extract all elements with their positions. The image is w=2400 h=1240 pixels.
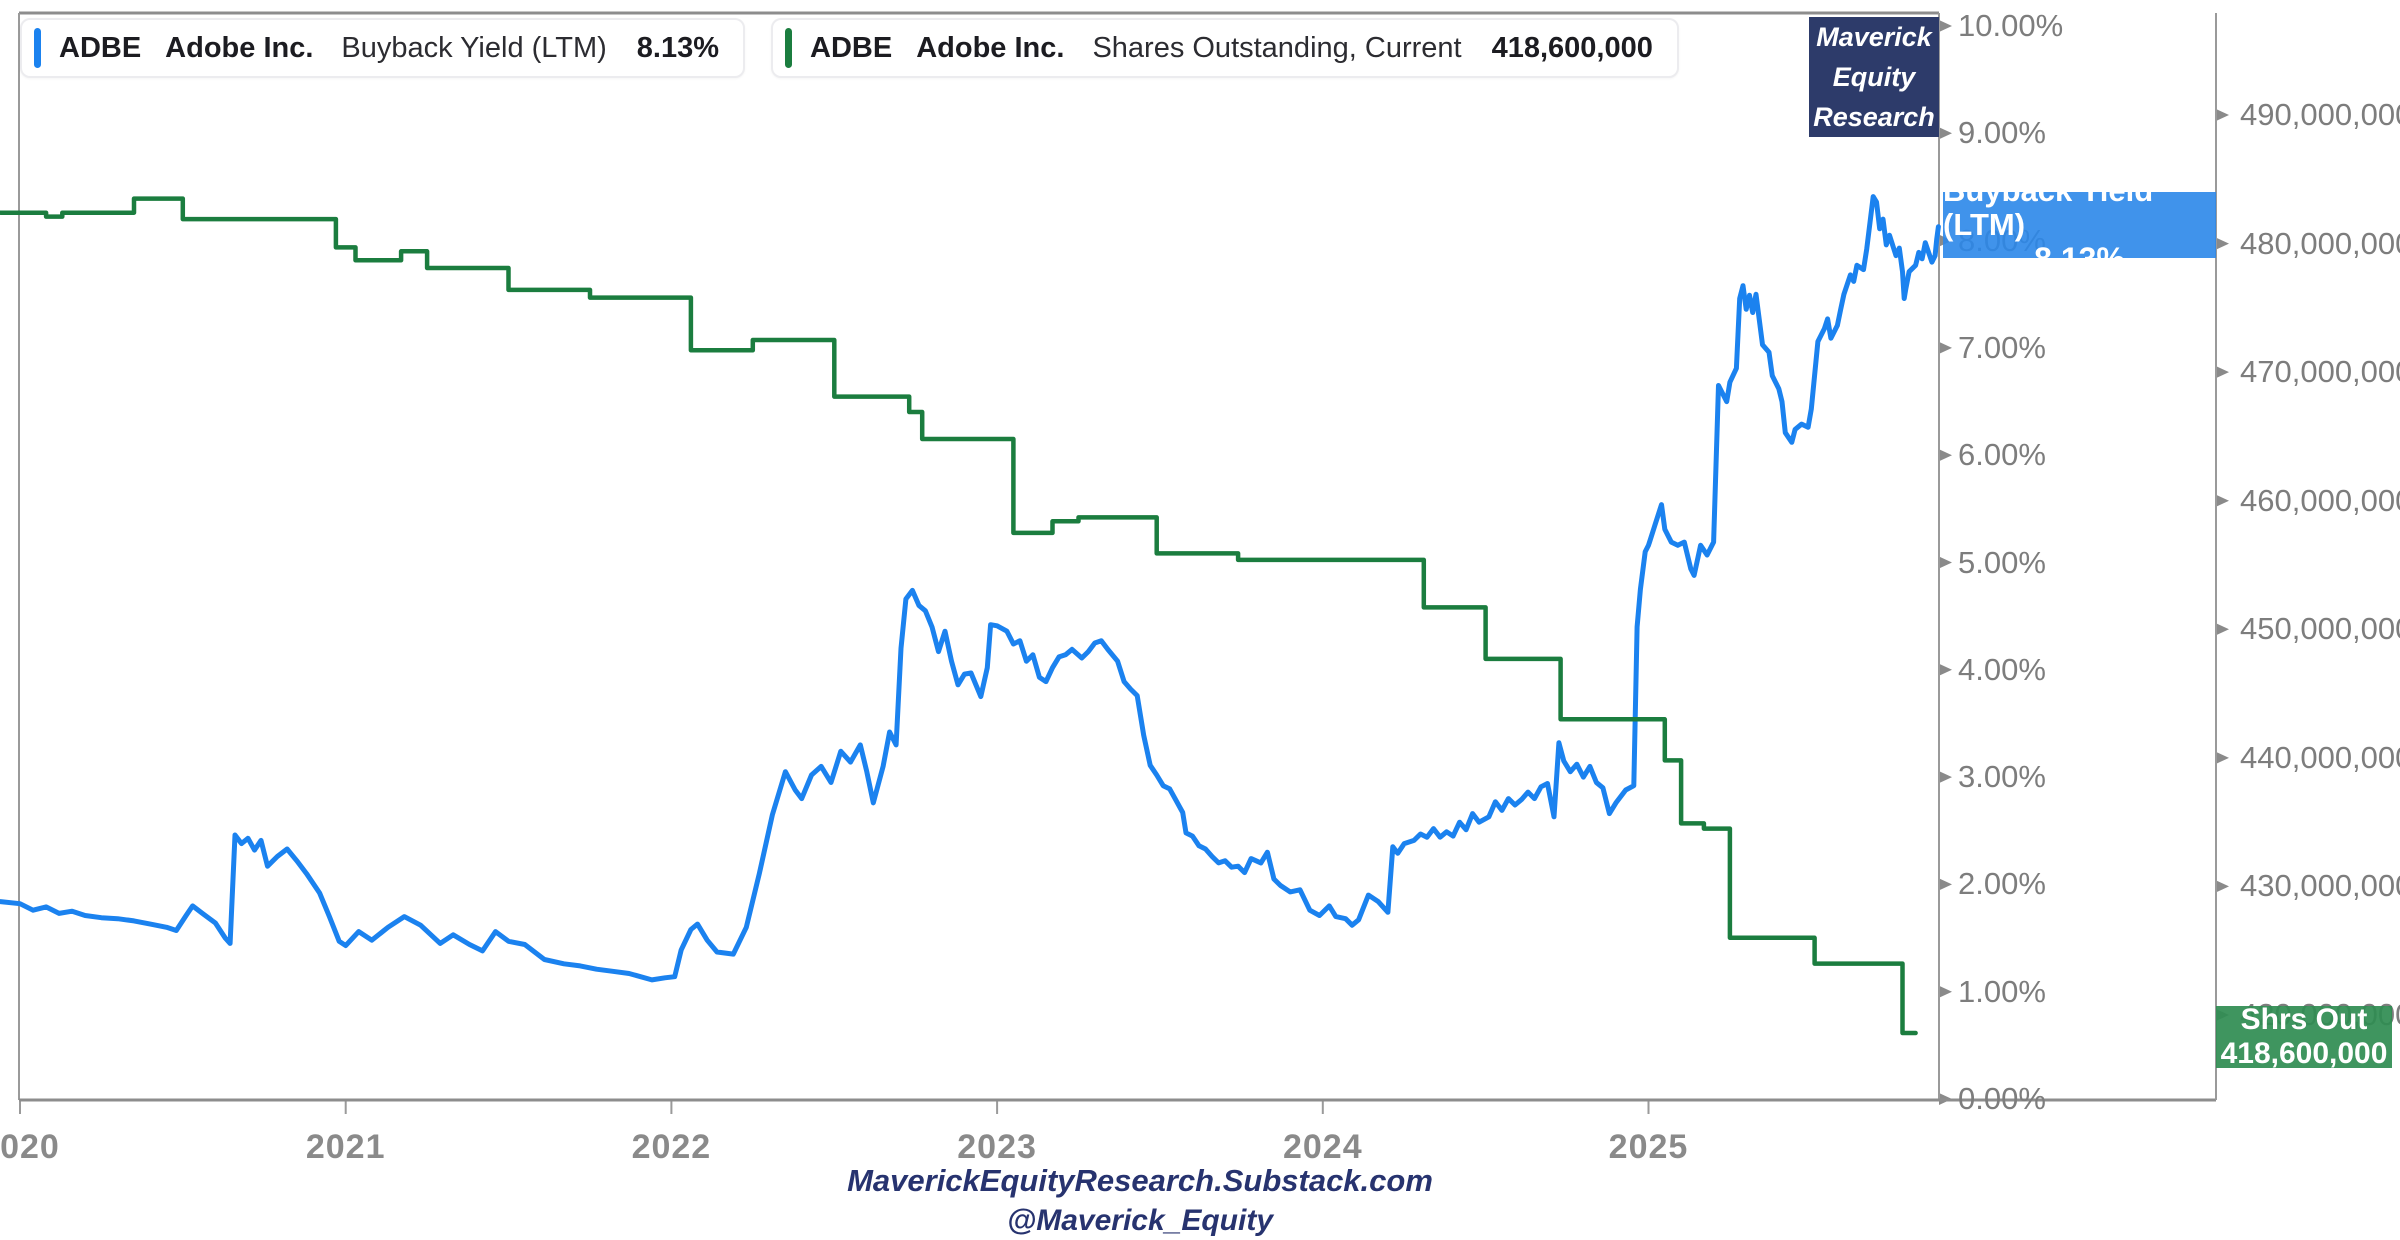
percent-tick-arrow [1939, 341, 1952, 354]
shares-axis-label: 490,000,000 [2240, 97, 2400, 132]
shares-tick-arrow [2216, 880, 2229, 893]
twitter-handle[interactable]: @Maverick_Equity [1006, 1204, 1274, 1237]
shares-axis-label: 480,000,000 [2240, 225, 2400, 261]
percent-axis-label: 4.00% [1958, 651, 2046, 687]
percent-tick-arrow [1939, 878, 1952, 891]
year-axis-label: 2024 [1282, 1128, 1363, 1166]
percent-axis-label: 2.00% [1958, 866, 2046, 902]
metric-value: 8.13% [636, 31, 720, 64]
percent-axis-label: 10.00% [1958, 8, 2064, 43]
percent-tick-arrow [1939, 771, 1952, 784]
year-axis-label: 2025 [1608, 1128, 1689, 1166]
percent-axis-label: 9.00% [1958, 115, 2046, 151]
percent-axis-label: 3.00% [1958, 759, 2046, 795]
percent-tick-arrow [1939, 20, 1952, 32]
shares-tick-arrow [2216, 366, 2229, 379]
year-axis-label: 2023 [957, 1128, 1037, 1166]
ticker-symbol: ADBE [59, 31, 142, 64]
year-axis-label: 2022 [631, 1128, 712, 1166]
percent-axis-label: 6.00% [1958, 437, 2046, 473]
tag-label: Buyback Yield (LTM) [1943, 173, 2154, 242]
ticker-symbol: ADBE [810, 31, 893, 64]
logo-line: Maverick [1816, 22, 1932, 52]
metric-name: Buyback Yield (LTM) [341, 31, 607, 64]
percent-tick-arrow [1939, 663, 1952, 676]
blue-series-color-bar [34, 28, 41, 68]
logo-line: Equity [1832, 62, 1916, 92]
legend-item-buyback-yield[interactable]: ADBE Adobe Inc. Buyback Yield (LTM) 8.13… [20, 18, 746, 78]
percent-axis-label: 1.00% [1958, 973, 2046, 1009]
shares-outstanding-axis-tag: Shrs Out 418,600,000 [2216, 1003, 2392, 1070]
company-name: Adobe Inc. [916, 31, 1065, 64]
percent-tick-arrow [1939, 449, 1952, 462]
shares-axis-label: 440,000,000 [2240, 739, 2400, 775]
maverick-equity-research-logo: Maverick Equity Research [1809, 17, 1939, 137]
footer: MaverickEquityResearch.Substack.com @Mav… [0, 1160, 2280, 1240]
company-name: Adobe Inc. [165, 31, 314, 64]
shares-tick-arrow [2216, 623, 2229, 636]
percent-tick-arrow [1939, 556, 1952, 569]
tag-value: 418,600,000 [2220, 1037, 2388, 1070]
percent-axis-label: 5.00% [1958, 544, 2046, 580]
year-axis-label: 2021 [305, 1128, 386, 1166]
logo-line: Research [1813, 102, 1935, 132]
shares-axis-label: 460,000,000 [2240, 482, 2400, 518]
shares-tick-arrow [2216, 109, 2229, 121]
green-series-color-bar [785, 28, 793, 68]
metric-name: Shares Outstanding, Current [1092, 31, 1462, 64]
shares-outstanding-step-series[interactable] [0, 196, 1918, 1036]
legend-item-shares-outstanding[interactable]: ADBE Adobe Inc. Shares Outstanding, Curr… [771, 18, 1679, 78]
shares-axis-label: 430,000,000 [2240, 868, 2400, 904]
metric-value: 418,600,000 [1491, 31, 1653, 64]
shares-axis-label: 470,000,000 [2240, 354, 2400, 390]
percent-tick-arrow [1939, 127, 1952, 140]
buyback-yield-axis-tag: Buyback Yield (LTM) 8.13% [1943, 174, 2216, 276]
tag-value: 8.13% [2034, 241, 2125, 277]
tag-label: Shrs Out [2240, 1003, 2368, 1036]
percent-axis-label: 7.00% [1958, 329, 2046, 365]
substack-link[interactable]: MaverickEquityResearch.Substack.com [847, 1163, 1433, 1198]
legend: ADBE Adobe Inc. Buyback Yield (LTM) 8.13… [20, 18, 1679, 78]
shares-tick-arrow [2216, 751, 2229, 764]
percent-tick-arrow [1939, 985, 1952, 998]
percent-axis-label: 0.00% [1958, 1081, 2046, 1116]
buyback-yield-line-series[interactable] [0, 194, 1941, 983]
shares-tick-arrow [2216, 494, 2229, 507]
shares-tick-arrow [2216, 237, 2229, 250]
shares-axis-label: 450,000,000 [2240, 611, 2400, 647]
